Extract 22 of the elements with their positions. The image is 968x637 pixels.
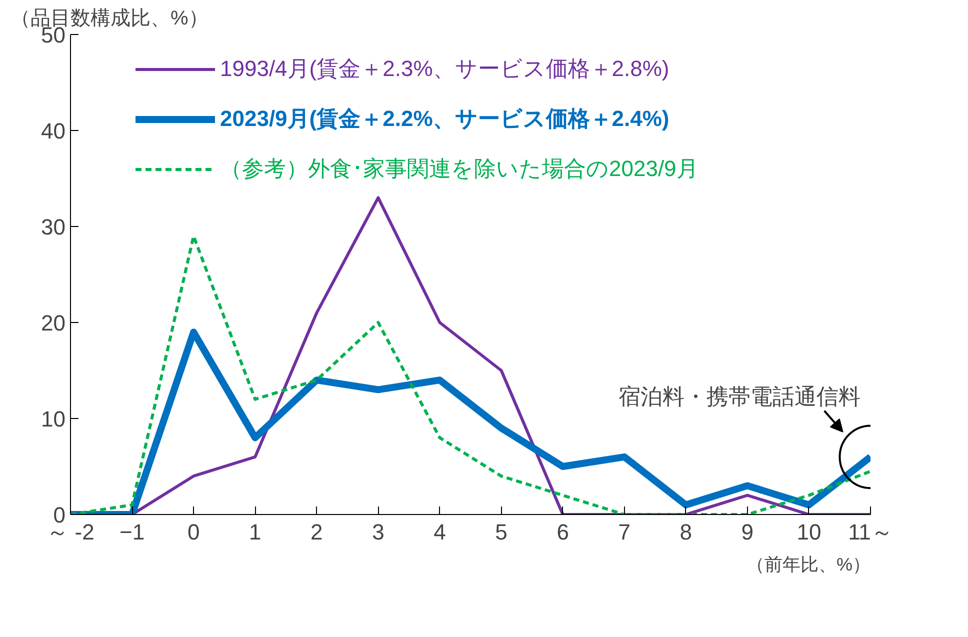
y-tick-label: 40 — [41, 118, 66, 144]
x-tick-label: 11～ — [848, 520, 893, 544]
legend-label: 2023/9月(賃金＋2.2%、サービス価格＋2.4%) — [220, 105, 670, 133]
x-tick-label: 1 — [249, 520, 262, 544]
x-tick-label: −1 — [119, 520, 145, 544]
x-tick-label: 8 — [680, 520, 692, 544]
x-tick-label: 4 — [434, 520, 446, 544]
y-tick-label: 20 — [41, 310, 66, 336]
annotation: 宿泊料・携帯電話通信料 — [618, 384, 860, 409]
x-axis-title: （前年比、%） — [746, 554, 871, 574]
x-tick-label: 7 — [618, 520, 630, 544]
x-tick-label: 0 — [187, 520, 200, 544]
y-tick-label: 30 — [41, 214, 66, 240]
x-tick-label: 5 — [495, 520, 508, 544]
x-tick-label: 9 — [741, 520, 754, 544]
legend-label: 1993/4月(賃金＋2.3%、サービス価格＋2.8%) — [220, 55, 670, 83]
x-tick-label: 10 — [796, 520, 822, 544]
legend-label: （参考）外食･家事関連を除いた場合の2023/9月 — [220, 155, 698, 183]
x-tick-label: 6 — [556, 520, 569, 544]
x-tick-label: 2 — [310, 520, 323, 544]
y-tick-label: 10 — [41, 406, 66, 432]
x-tick-label: 3 — [372, 520, 384, 544]
